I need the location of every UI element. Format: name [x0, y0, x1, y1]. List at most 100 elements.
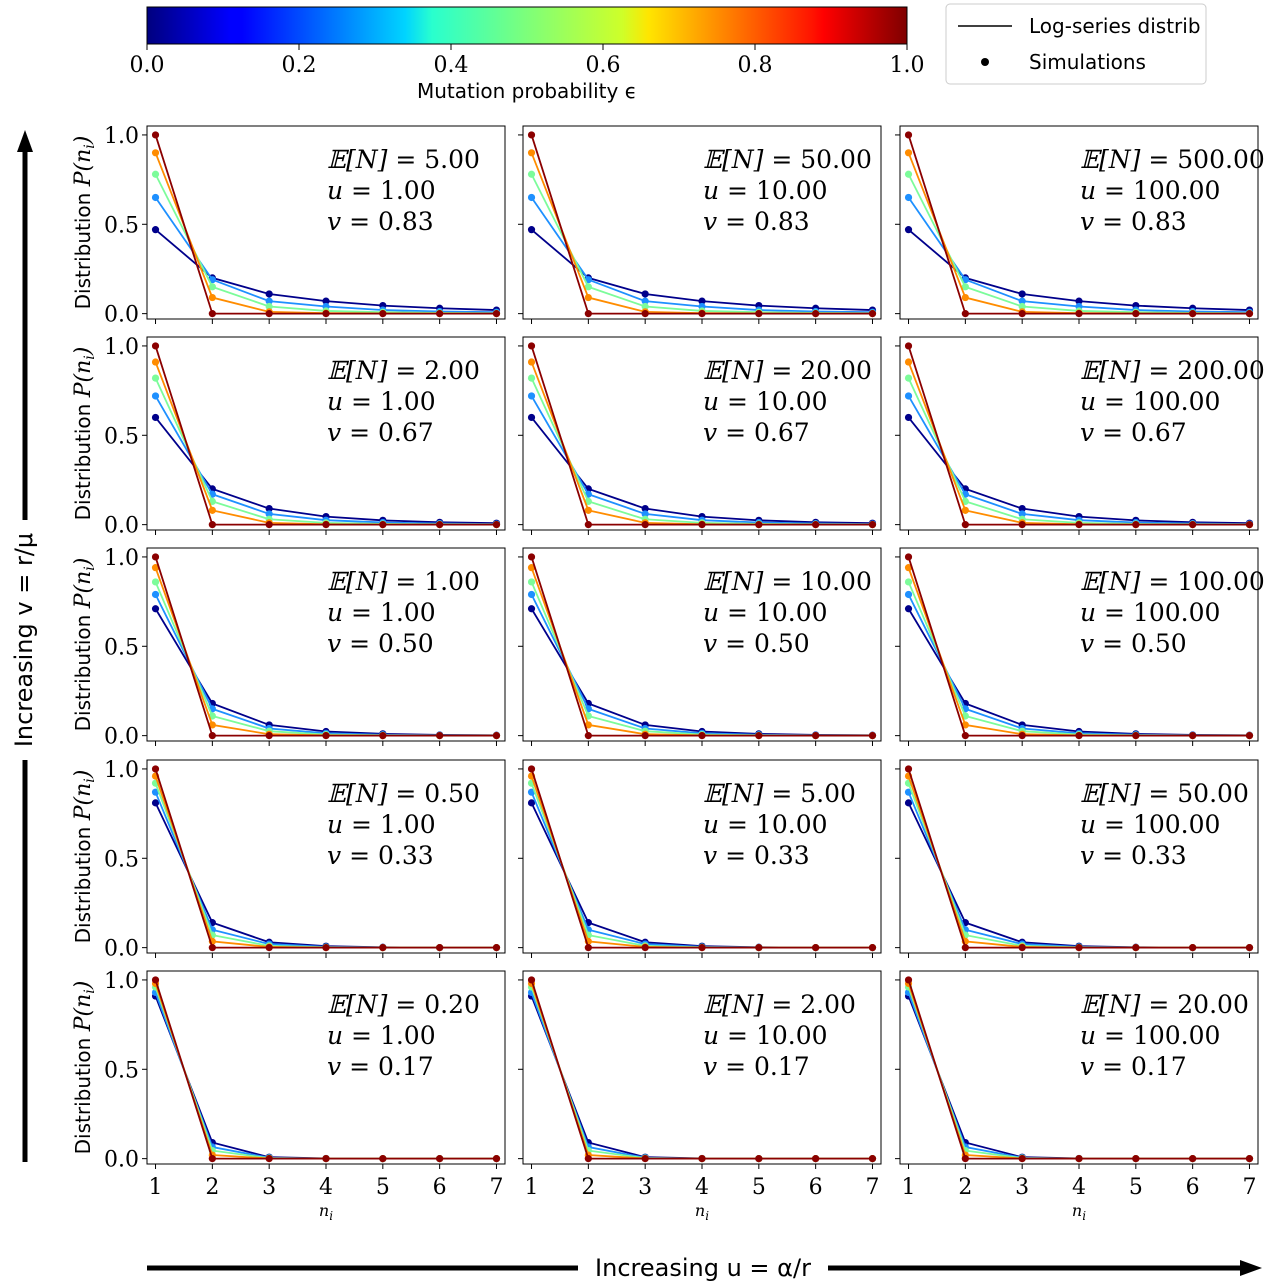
data-point	[492, 732, 501, 740]
data-point	[641, 310, 649, 318]
data-point	[584, 721, 592, 729]
data-point	[1018, 504, 1026, 513]
data-point	[812, 732, 820, 740]
x-tick-label: 4	[1072, 1175, 1086, 1200]
annotation-value: 0.17	[754, 1052, 810, 1081]
bottom-arrow: Increasing u = α/r	[147, 1254, 1262, 1282]
annotation-symbol: u =	[327, 1021, 380, 1050]
x-tick-label: 6	[809, 1175, 823, 1200]
y-axis-label-word: Distribution	[71, 820, 95, 943]
data-point	[151, 553, 160, 561]
annotation-value: 10.00	[800, 567, 872, 596]
y-axis-label-math: P(n	[71, 571, 96, 610]
annotation-value: 200.00	[1177, 356, 1264, 385]
data-point	[436, 944, 444, 952]
y-tick-label: 1.0	[104, 546, 139, 571]
data-point	[151, 226, 160, 234]
annotation-value: 500.00	[1177, 145, 1264, 174]
x-tick-label: 5	[376, 1175, 390, 1200]
annotation-value: 20.00	[800, 356, 872, 385]
data-point	[1075, 297, 1083, 305]
data-point	[527, 149, 536, 157]
data-point	[265, 1155, 273, 1163]
panel-annotation: u = 100.00	[1080, 176, 1220, 205]
panel: 𝔼[N] = 50.00u = 10.00v = 0.83	[518, 125, 882, 324]
data-point	[584, 732, 592, 740]
x-tick-label: 1	[149, 1175, 163, 1200]
data-point	[961, 732, 969, 740]
data-point	[492, 521, 501, 529]
left-arrow: Increasing v = r/μ	[10, 130, 38, 1162]
data-point	[1189, 944, 1197, 952]
data-point	[527, 131, 536, 139]
annotation-symbol: u =	[703, 387, 756, 416]
y-axis-label-math: P(n	[71, 783, 96, 822]
data-point	[904, 226, 913, 234]
data-point	[698, 732, 706, 740]
annotation-value: 100.00	[1177, 567, 1264, 596]
annotation-value: 1.00	[380, 1021, 436, 1050]
y-tick-label: 0.0	[104, 303, 139, 328]
panel-annotation: v = 0.67	[327, 418, 434, 447]
data-point	[265, 521, 273, 529]
annotation-value: 10.00	[756, 176, 828, 205]
data-point	[1189, 310, 1197, 318]
data-point	[961, 310, 969, 318]
data-point	[208, 506, 216, 514]
annotation-symbol: u =	[1080, 810, 1133, 839]
data-point	[868, 944, 877, 952]
data-point	[1075, 521, 1083, 529]
data-point	[1018, 302, 1026, 311]
x-axis-label-n: n	[319, 1201, 329, 1220]
data-point	[527, 605, 536, 613]
data-point	[527, 413, 536, 422]
annotation-symbol: 𝔼[N] =	[1080, 567, 1177, 596]
colorbar-tick-label: 0.0	[130, 53, 165, 78]
panel-annotation: u = 1.00	[327, 176, 436, 205]
colorbar-gradient	[146, 6, 908, 45]
annotation-value: 0.20	[424, 990, 480, 1019]
data-point	[698, 310, 706, 318]
data-point	[527, 564, 536, 572]
legend: Log-series distrib Simulations	[945, 3, 1207, 85]
annotation-value: 10.00	[756, 1021, 828, 1050]
data-point	[1245, 310, 1254, 318]
annotation-symbol: v =	[327, 1052, 378, 1081]
data-point	[641, 510, 649, 518]
panel-annotation: v = 0.33	[703, 841, 810, 870]
panel-annotation: v = 0.50	[1080, 629, 1187, 658]
x-axis-label: ni	[1072, 1201, 1086, 1223]
data-point	[1018, 510, 1026, 518]
annotation-symbol: v =	[703, 418, 754, 447]
panel: 𝔼[N] = 100.00u = 100.00v = 0.50	[895, 547, 1265, 746]
annotation-symbol: u =	[327, 810, 380, 839]
annotation-symbol: 𝔼[N] =	[703, 567, 800, 596]
data-point	[379, 1155, 387, 1163]
data-point	[904, 564, 913, 572]
data-point	[812, 521, 820, 529]
annotation-symbol: 𝔼[N] =	[327, 145, 424, 174]
y-axis-label-sub: i	[82, 778, 98, 782]
y-axis-label-sub: i	[82, 989, 98, 993]
panel-annotation: v = 0.83	[703, 207, 810, 236]
data-point	[208, 732, 216, 740]
data-point	[322, 732, 330, 740]
panel: 𝔼[N] = 500.00u = 100.00v = 0.83	[895, 125, 1265, 324]
y-axis-label-math: P(n	[71, 994, 96, 1033]
y-axis-label-word: Distribution	[71, 186, 95, 309]
data-point	[527, 358, 536, 366]
data-point	[379, 944, 387, 952]
annotation-value: 0.50	[424, 779, 480, 808]
panel-annotation: u = 10.00	[703, 598, 828, 627]
annotation-value: 0.83	[1131, 207, 1187, 236]
data-point	[527, 193, 536, 202]
data-point	[151, 564, 160, 572]
data-point	[265, 510, 273, 518]
panel-annotation: v = 0.17	[703, 1052, 810, 1081]
data-point	[868, 1155, 877, 1163]
annotation-value: 20.00	[1177, 990, 1249, 1019]
data-point	[436, 310, 444, 318]
